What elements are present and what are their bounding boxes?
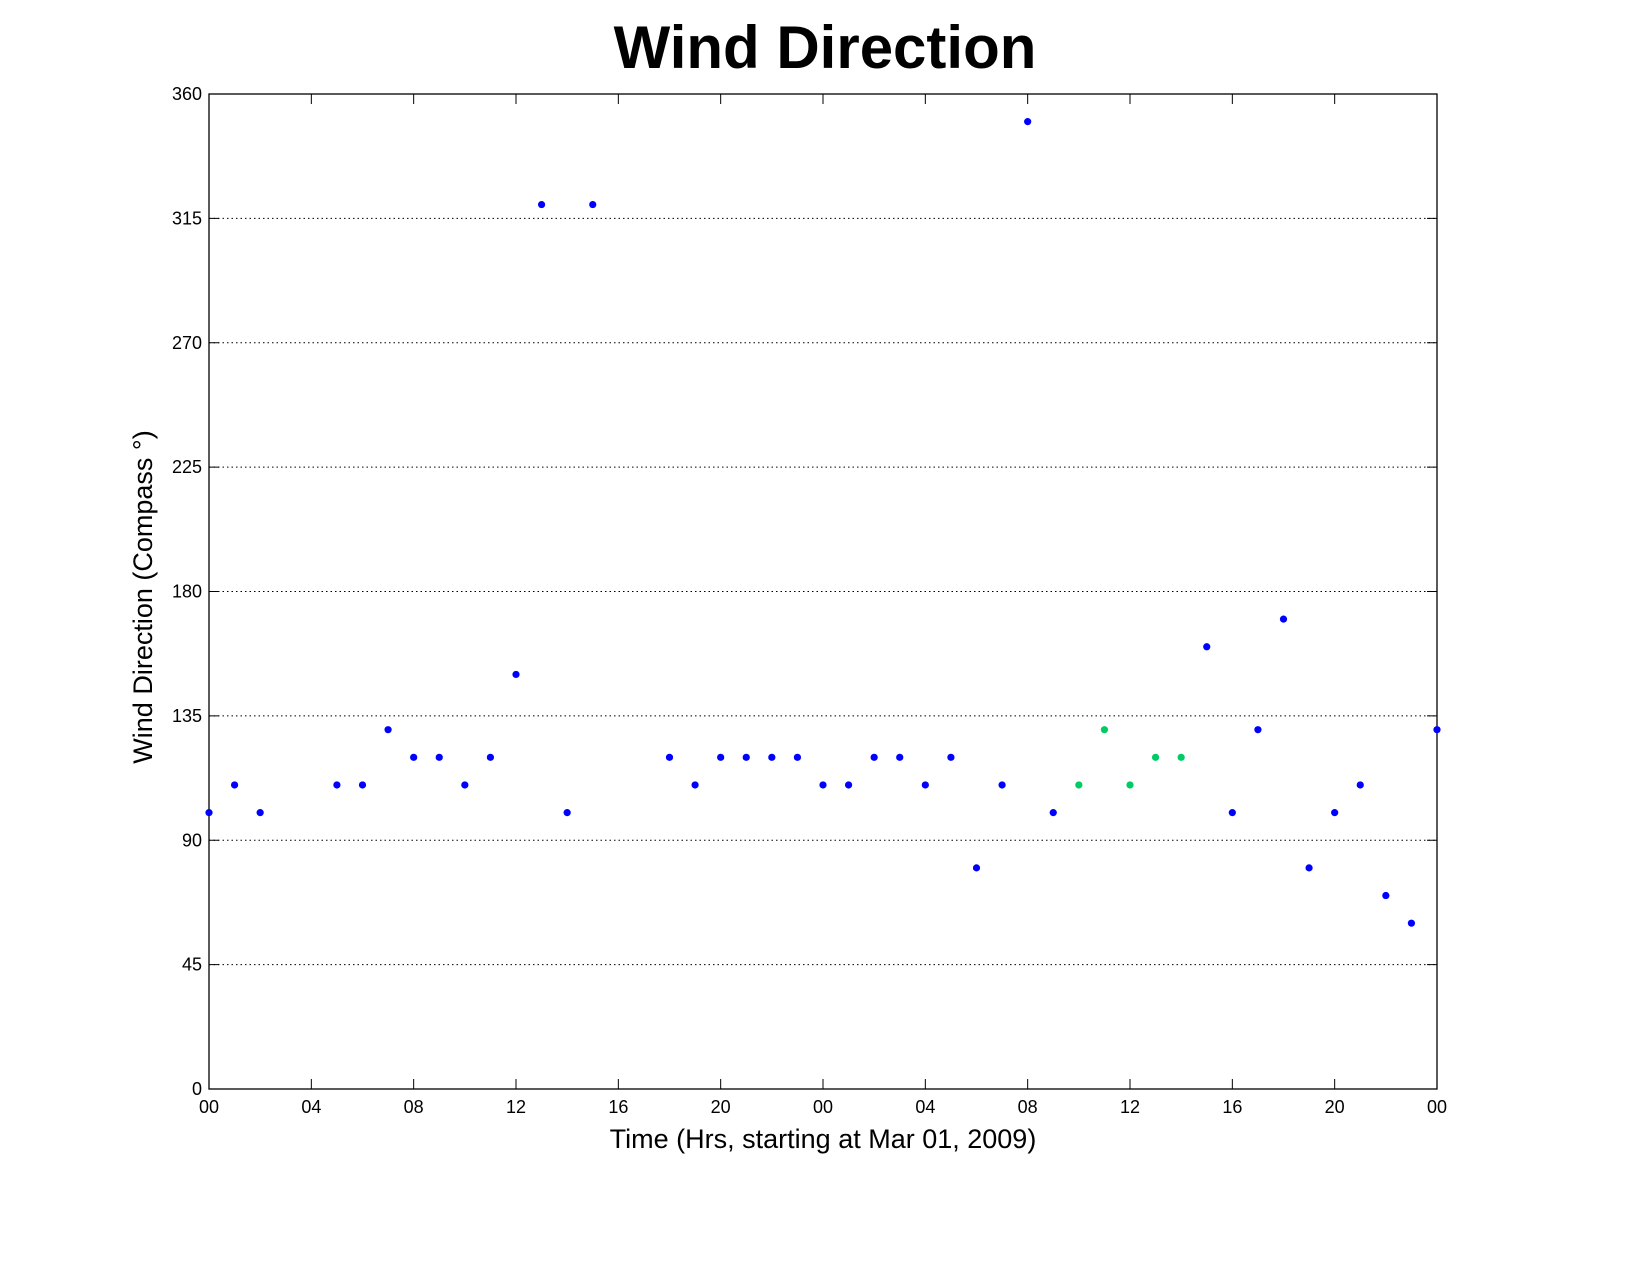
- x-tick-label: 08: [1018, 1097, 1038, 1117]
- x-tick-label: 12: [1120, 1097, 1140, 1117]
- data-point: [998, 781, 1006, 789]
- data-points: [205, 118, 1441, 927]
- data-point: [1203, 643, 1211, 651]
- axis-ticks: [208, 93, 1438, 1090]
- data-point: [563, 809, 571, 817]
- x-tick-label: 16: [1222, 1097, 1242, 1117]
- data-point: [947, 753, 955, 761]
- data-point: [742, 753, 750, 761]
- data-point: [1254, 726, 1262, 734]
- x-tick-label: 12: [506, 1097, 526, 1117]
- data-point: [896, 753, 904, 761]
- data-point: [691, 781, 699, 789]
- data-point: [1177, 753, 1185, 761]
- y-tick-label: 135: [172, 706, 202, 726]
- chart-title: Wind Direction: [614, 14, 1037, 81]
- x-tick-label: 04: [915, 1097, 935, 1117]
- y-tick-label: 180: [172, 582, 202, 602]
- data-point: [844, 781, 853, 789]
- data-point: [819, 781, 827, 789]
- x-axis-label: Time (Hrs, starting at Mar 01, 2009): [610, 1124, 1037, 1154]
- data-point: [870, 753, 878, 761]
- x-tick-label: 08: [404, 1097, 424, 1117]
- x-tick-labels: 00 04 08 12 16 20 00 04 08 12 16 20 00: [199, 1097, 1447, 1117]
- data-point: [1305, 864, 1313, 872]
- data-point: [1100, 726, 1109, 734]
- data-point: [1356, 781, 1364, 789]
- data-point: [461, 781, 469, 789]
- x-tick-label: 04: [301, 1097, 321, 1117]
- data-point: [230, 781, 239, 789]
- data-point: [665, 753, 674, 761]
- y-tick-label: 270: [172, 333, 202, 353]
- data-point: [1126, 781, 1134, 789]
- data-point: [1024, 118, 1032, 126]
- data-point: [333, 781, 341, 789]
- data-point: [793, 753, 802, 761]
- data-point: [589, 200, 597, 209]
- data-point: [1407, 919, 1416, 927]
- data-point: [486, 753, 495, 761]
- x-tick-label: 20: [711, 1097, 731, 1117]
- grid-lines: [209, 217, 1437, 966]
- data-point: [1228, 809, 1236, 817]
- data-point: [1433, 726, 1441, 734]
- data-point: [921, 781, 929, 789]
- data-point: [1151, 753, 1160, 761]
- axes-frame: [208, 93, 1438, 1090]
- data-point: [358, 781, 367, 789]
- data-point: [1279, 615, 1288, 623]
- data-point: [435, 753, 443, 761]
- y-tick-label: 90: [182, 830, 202, 850]
- data-point: [512, 670, 520, 679]
- y-tick-label: 315: [172, 208, 202, 228]
- y-tick-labels: 0 45 90 135 180 225 270 315 360: [172, 84, 202, 1099]
- data-point: [717, 753, 725, 761]
- data-point: [537, 200, 546, 209]
- x-tick-label: 20: [1325, 1097, 1345, 1117]
- data-point: [205, 809, 213, 817]
- x-tick-label: 00: [199, 1097, 219, 1117]
- y-tick-label: 360: [172, 84, 202, 104]
- x-tick-label: 16: [608, 1097, 628, 1117]
- data-point: [1331, 809, 1339, 817]
- data-point: [1049, 809, 1057, 817]
- y-tick-label: 45: [182, 955, 202, 975]
- y-axis-label: Wind Direction (Compass °): [128, 430, 158, 763]
- data-point: [384, 726, 392, 734]
- x-tick-label: 00: [813, 1097, 833, 1117]
- data-point: [1075, 781, 1083, 789]
- data-point: [410, 753, 418, 761]
- data-point: [256, 809, 264, 817]
- data-point: [972, 864, 981, 872]
- y-tick-label: 0: [192, 1079, 202, 1099]
- x-tick-label: 00: [1427, 1097, 1447, 1117]
- data-point: [768, 753, 776, 761]
- data-point: [1382, 891, 1390, 900]
- y-tick-label: 225: [172, 457, 202, 477]
